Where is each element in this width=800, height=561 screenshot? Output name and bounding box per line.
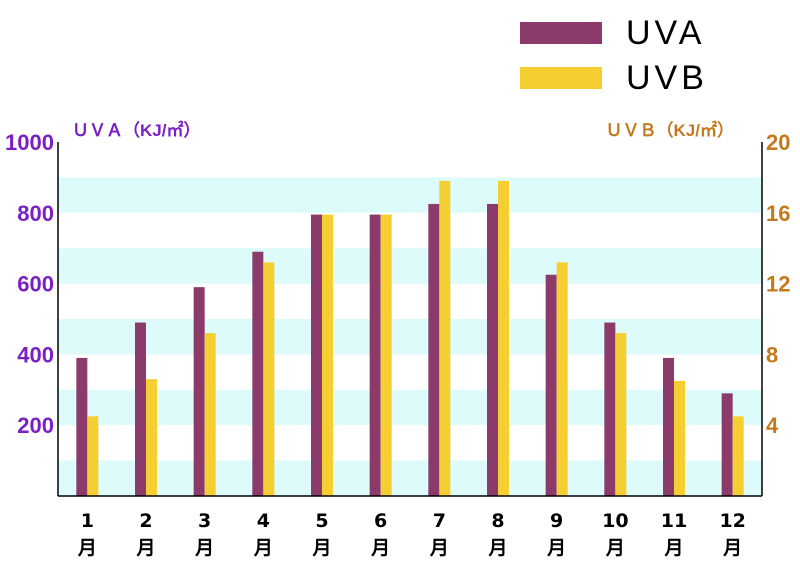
bar-uva xyxy=(428,203,440,496)
left-tick-label: 800 xyxy=(17,201,54,226)
x-tick-labels: 1 月 2 月 3 月 4 月 5 月 6 月 7 月 8 月 9 月 10 月 11 月 12 月 xyxy=(77,510,746,559)
x-tick-label: 10 月 xyxy=(602,510,628,559)
background-band xyxy=(58,460,762,496)
bar-uva xyxy=(487,203,498,496)
background-band xyxy=(58,248,762,284)
legend-swatch xyxy=(520,22,602,44)
left-tick-label: 200 xyxy=(17,413,54,438)
legend-swatch xyxy=(520,67,602,89)
bar-uvb xyxy=(674,380,685,496)
bar-uva xyxy=(369,214,381,496)
background-band xyxy=(58,177,762,213)
right-tick-label: 8 xyxy=(766,342,778,367)
bar-uva xyxy=(193,287,205,496)
background-band xyxy=(58,319,762,355)
bar-uva xyxy=(604,322,616,496)
bar-uva xyxy=(545,274,557,496)
right-tick-label: 4 xyxy=(766,413,779,438)
right-axis-title: ＵＶＢ（KJ/㎡） xyxy=(606,120,734,140)
bar-uvb xyxy=(498,180,509,496)
bar-uvb xyxy=(732,416,744,496)
left-tick-labels: 200 400 600 800 1000 xyxy=(5,130,54,438)
bar-uvb xyxy=(146,379,157,496)
bar-uva xyxy=(663,357,674,496)
legend-label: UVB xyxy=(626,59,708,97)
left-tick-label: 1000 xyxy=(5,130,54,155)
bar-uvb xyxy=(263,262,275,496)
bar-uvb xyxy=(204,333,216,496)
left-tick-label: 400 xyxy=(17,342,54,367)
right-tick-labels: 4 8 12 16 20 xyxy=(766,130,790,438)
bar-uvb xyxy=(380,214,392,496)
background-band xyxy=(58,389,762,426)
legend-label: UVA xyxy=(626,14,705,52)
bar-uva xyxy=(311,214,322,496)
x-tick-label: 11 月 xyxy=(661,510,687,559)
bar-uva xyxy=(135,322,146,496)
x-tick-label: 12 月 xyxy=(719,510,745,559)
bar-uvb xyxy=(556,262,568,496)
bar-uvb xyxy=(615,333,627,496)
legend: UVA UVB xyxy=(520,14,708,97)
left-axis-title: ＵＶＡ（KJ/㎡） xyxy=(72,120,200,140)
right-tick-label: 12 xyxy=(766,272,790,297)
left-tick-label: 600 xyxy=(17,272,54,297)
right-tick-label: 20 xyxy=(766,130,790,155)
right-tick-label: 16 xyxy=(766,201,790,226)
bar-uva xyxy=(252,251,264,496)
background-bands xyxy=(58,177,762,496)
bar-uvb xyxy=(322,214,333,496)
bar-uva xyxy=(76,357,88,496)
bar-uva xyxy=(721,393,733,496)
bar-uvb xyxy=(87,416,99,496)
bars xyxy=(76,180,744,496)
bar-uvb xyxy=(439,180,451,496)
